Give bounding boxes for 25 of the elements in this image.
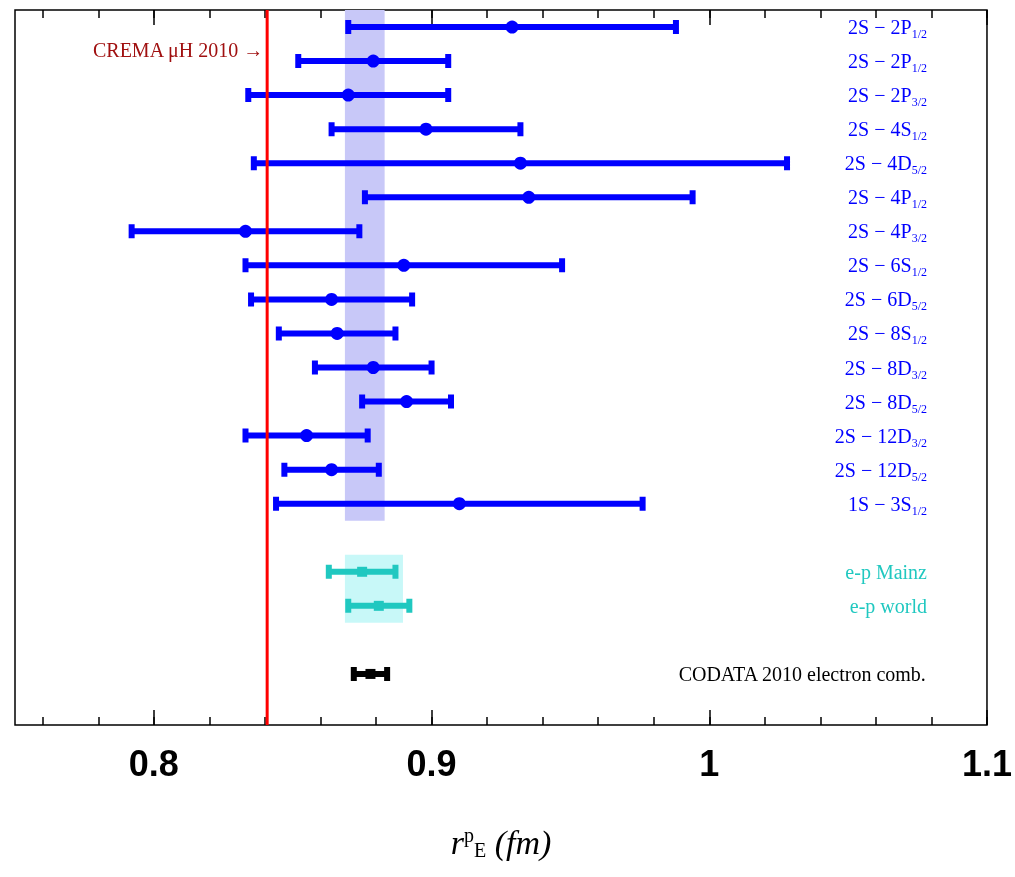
point [373,600,384,611]
y-tick-label: e-p Mainz [845,560,928,584]
ref-line-label: CREMA μH 2010 → [92,39,264,62]
y-tick-label: CODATA 2010 electron comb. [678,662,926,685]
point [357,566,368,577]
point [400,395,414,409]
point [300,429,314,443]
x-tick-label: 0.8 [128,742,179,784]
point [239,224,252,238]
point [330,326,344,340]
x-tick-label: 0.9 [406,742,457,784]
x-tick-label: 1.1 [961,742,1012,784]
point [513,156,527,170]
point [341,88,355,102]
point [366,54,380,68]
point [452,497,466,511]
point [397,258,411,272]
point [325,292,339,306]
point [505,20,519,34]
point [325,463,339,477]
point [366,361,380,374]
y-tick-label: e-p world [849,594,927,618]
point [419,122,433,136]
point [522,190,536,204]
x-tick-label: 1 [699,742,720,784]
